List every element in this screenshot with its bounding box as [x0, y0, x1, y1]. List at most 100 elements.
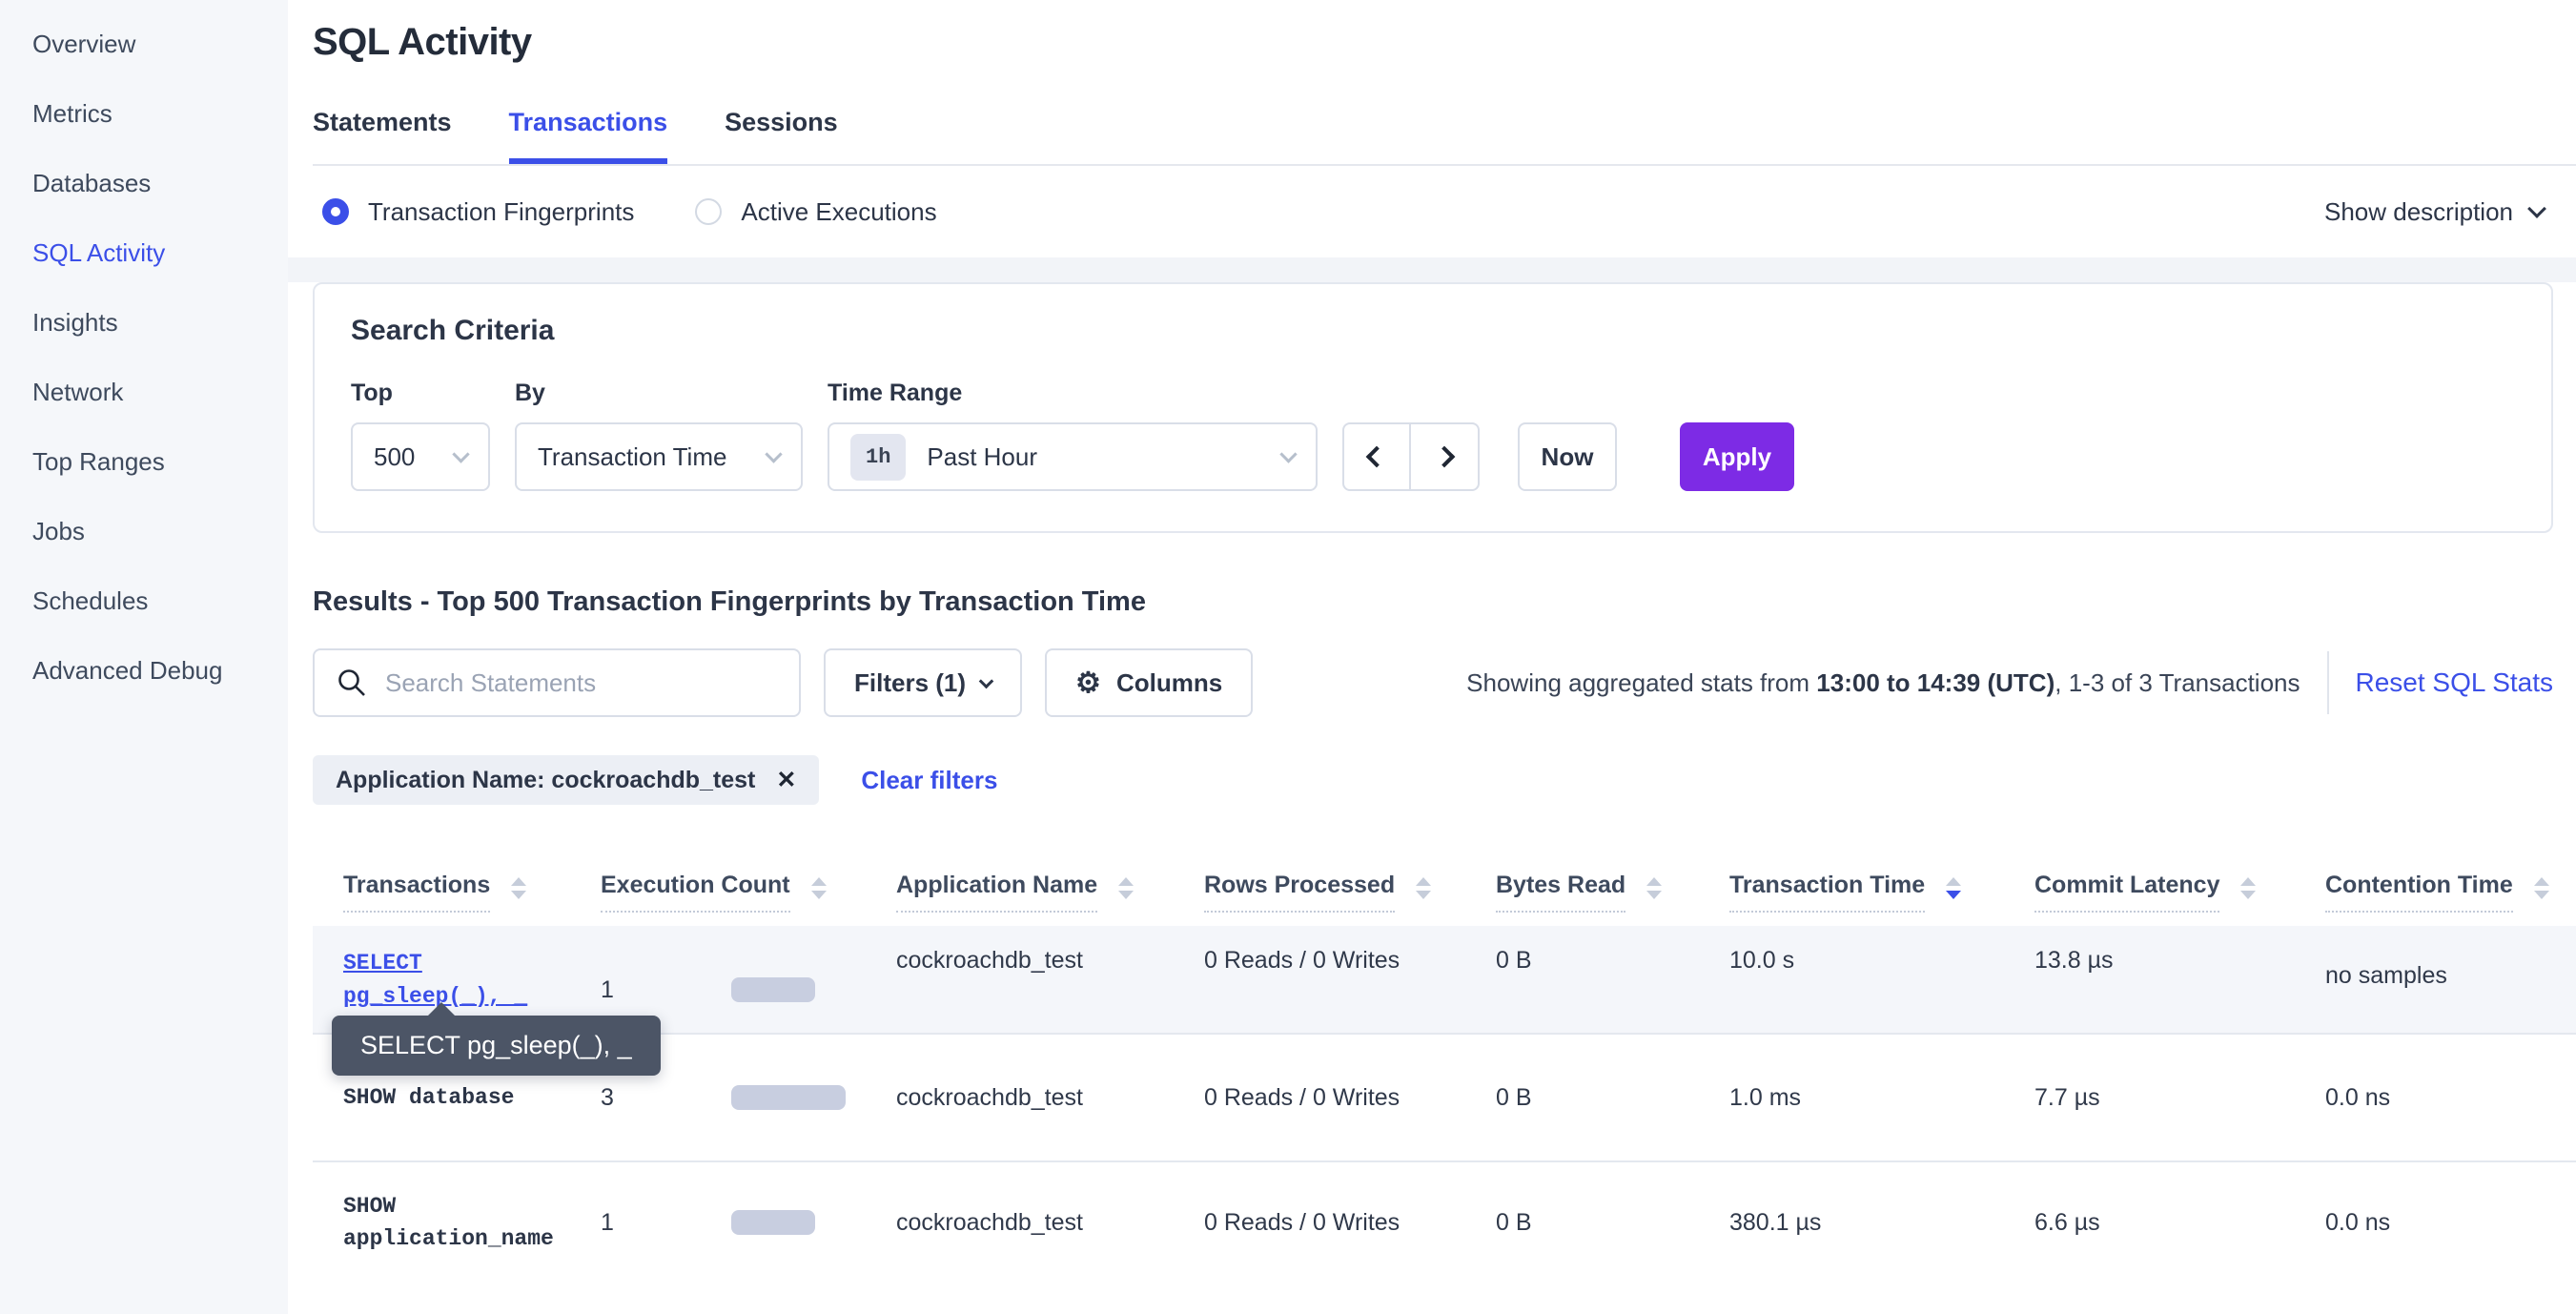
- search-statements-input[interactable]: [385, 667, 767, 698]
- chevron-right-icon: [1433, 445, 1456, 468]
- application-name-value: cockroachdb_test: [896, 947, 1083, 974]
- sort-icon: [2533, 877, 2549, 899]
- transaction-fingerprint-link[interactable]: SHOW application_name: [343, 1193, 554, 1252]
- execution-count-value: 1: [601, 1208, 614, 1236]
- table-row[interactable]: SHOW application_name 1 cockroachdb_test…: [313, 1160, 2576, 1283]
- application-name-value: cockroachdb_test: [896, 1083, 1083, 1111]
- toolbar-divider: [2326, 651, 2329, 714]
- application-name-value: cockroachdb_test: [896, 1208, 1083, 1236]
- commit-latency-value: 13.8 µs: [2034, 947, 2114, 974]
- bytes-read-value: 0 B: [1496, 1083, 1532, 1111]
- contention-time-value: 0.0 ns: [2325, 1208, 2391, 1236]
- contention-time-value: 0.0 ns: [2325, 1083, 2391, 1111]
- filter-chip-label: Application Name: cockroachdb_test: [336, 766, 756, 793]
- time-range-badge: 1h: [850, 433, 907, 481]
- previous-time-range-button[interactable]: [1344, 424, 1411, 489]
- bytes-read-value: 0 B: [1496, 947, 1532, 974]
- time-range-value: Past Hour: [927, 441, 1038, 471]
- sort-icon: [511, 877, 527, 899]
- show-description-toggle[interactable]: Show description: [2324, 197, 2546, 227]
- tab-sessions[interactable]: Sessions: [725, 108, 838, 136]
- top-label: Top: [351, 380, 393, 406]
- execution-count-bar: [731, 977, 815, 1002]
- chevron-down-icon: [2527, 199, 2546, 218]
- column-header-commit-latency[interactable]: Commit Latency: [2034, 872, 2325, 913]
- sidebar-item-sql-activity[interactable]: SQL Activity: [32, 238, 166, 267]
- top-select-value: 500: [374, 441, 416, 471]
- transaction-time-value: 10.0 s: [1729, 947, 1795, 974]
- apply-button[interactable]: Apply: [1680, 422, 1794, 491]
- sidebar-item-databases[interactable]: Databases: [32, 169, 152, 197]
- sidebar: Overview Metrics Databases SQL Activity …: [0, 0, 288, 1314]
- radio-unselected-icon: [695, 198, 723, 225]
- column-header-bytes-read[interactable]: Bytes Read: [1496, 872, 1729, 913]
- sidebar-item-metrics[interactable]: Metrics: [32, 99, 112, 128]
- search-criteria-panel: Search Criteria Top 500 By Transaction T…: [313, 282, 2553, 533]
- search-criteria-title: Search Criteria: [351, 315, 555, 346]
- section-gap: [288, 257, 2576, 282]
- transaction-fingerprint-link[interactable]: SELECT pg_sleep(_), _: [343, 951, 528, 1009]
- radio-transaction-fingerprints[interactable]: Transaction Fingerprints: [322, 197, 634, 227]
- reset-sql-stats-link[interactable]: Reset SQL Stats: [2355, 667, 2554, 697]
- transaction-time-value: 1.0 ms: [1729, 1083, 1802, 1111]
- chevron-down-icon: [452, 444, 470, 463]
- sidebar-item-advanced-debug[interactable]: Advanced Debug: [32, 656, 223, 685]
- commit-latency-value: 6.6 µs: [2034, 1208, 2100, 1236]
- filter-chip-application-name[interactable]: Application Name: cockroachdb_test ✕: [313, 755, 820, 805]
- execution-count-value: 1: [601, 975, 614, 1003]
- tab-transactions[interactable]: Transactions: [508, 108, 668, 164]
- tab-statements[interactable]: Statements: [313, 108, 452, 136]
- table-row[interactable]: SHOW database 3 cockroachdb_test 0 Reads…: [313, 1033, 2576, 1160]
- column-header-transaction-time[interactable]: Transaction Time: [1729, 872, 2034, 913]
- by-select[interactable]: Transaction Time: [515, 422, 803, 491]
- top-select[interactable]: 500: [351, 422, 490, 491]
- transactions-table: Transactions Execution Count Application…: [313, 847, 2576, 1283]
- sort-icon: [1646, 877, 1663, 899]
- now-button[interactable]: Now: [1518, 422, 1617, 491]
- column-header-transactions[interactable]: Transactions: [343, 872, 601, 913]
- sidebar-item-network[interactable]: Network: [32, 378, 124, 406]
- tabs-divider: [313, 164, 2576, 166]
- column-header-execution-count[interactable]: Execution Count: [601, 872, 896, 913]
- sidebar-item-schedules[interactable]: Schedules: [32, 586, 149, 615]
- sidebar-item-top-ranges[interactable]: Top Ranges: [32, 447, 165, 476]
- radio-label: Active Executions: [741, 196, 937, 226]
- clear-filters-link[interactable]: Clear filters: [861, 765, 998, 794]
- column-header-application-name[interactable]: Application Name: [896, 872, 1204, 913]
- close-icon[interactable]: ✕: [776, 767, 797, 793]
- sort-icon: [810, 877, 827, 899]
- search-statements-box: [313, 648, 801, 717]
- next-time-range-button[interactable]: [1411, 424, 1478, 489]
- gear-icon: ⚙: [1075, 667, 1101, 699]
- table-row[interactable]: SELECT pg_sleep(_), _ 1 cockroachdb_test…: [313, 926, 2576, 1076]
- sort-icon: [1416, 877, 1432, 899]
- columns-button[interactable]: ⚙ Columns: [1045, 648, 1254, 717]
- sidebar-item-insights[interactable]: Insights: [32, 308, 118, 337]
- radio-active-executions[interactable]: Active Executions: [695, 196, 937, 227]
- chevron-down-icon: [1279, 444, 1298, 463]
- sidebar-item-jobs[interactable]: Jobs: [32, 517, 85, 545]
- chevron-down-icon: [765, 444, 783, 463]
- chevron-down-icon: [978, 673, 994, 688]
- rows-processed-value: 0 Reads / 0 Writes: [1204, 1208, 1400, 1236]
- sidebar-item-overview[interactable]: Overview: [32, 30, 136, 58]
- columns-label: Columns: [1115, 667, 1223, 697]
- contention-time-value: no samples: [2325, 962, 2447, 989]
- radio-selected-icon: [322, 198, 349, 225]
- transaction-fingerprint-link[interactable]: SHOW database: [343, 1084, 515, 1110]
- bytes-read-value: 0 B: [1496, 1208, 1532, 1236]
- execution-count-bar: [731, 1085, 846, 1110]
- time-range-select[interactable]: 1h Past Hour: [828, 422, 1318, 491]
- sort-icon-active-desc: [1946, 877, 1962, 899]
- view-mode-toggle: Transaction Fingerprints Active Executio…: [313, 166, 2553, 257]
- by-label: By: [515, 380, 545, 406]
- filters-button[interactable]: Filters (1): [824, 648, 1023, 717]
- filters-label: Filters (1): [854, 667, 967, 697]
- results-toolbar: Filters (1) ⚙ Columns Showing aggregated…: [313, 648, 2553, 717]
- column-header-contention-time[interactable]: Contention Time: [2325, 872, 2576, 913]
- column-header-rows-processed[interactable]: Rows Processed: [1204, 872, 1496, 913]
- aggregated-stats-text: Showing aggregated stats from 13:00 to 1…: [1466, 667, 2300, 697]
- tab-bar: Statements Transactions Sessions: [313, 108, 2553, 164]
- page-title: SQL Activity: [313, 21, 532, 63]
- main-content: SQL Activity Statements Transactions Ses…: [288, 0, 2576, 1314]
